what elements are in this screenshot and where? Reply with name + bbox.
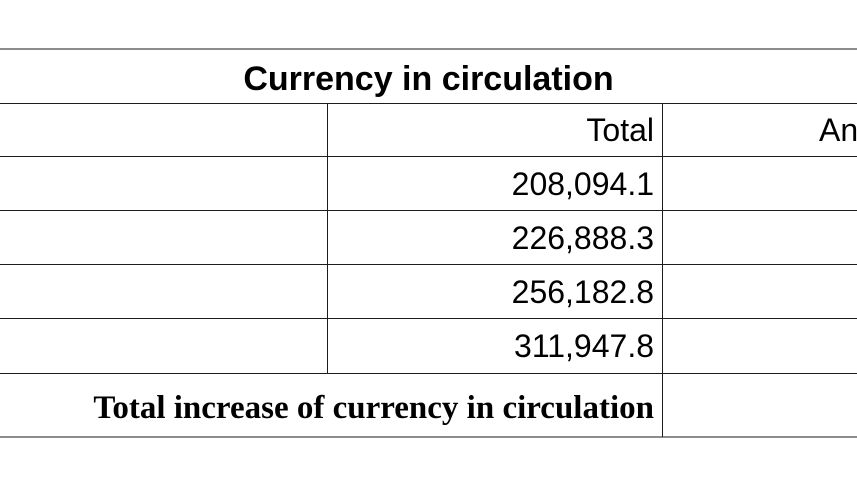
cell-empty [0,157,327,211]
column-divider-left [327,104,328,374]
row-divider [0,318,857,319]
table-top-border [0,48,857,50]
column-divider-right [662,104,663,437]
header-cell-empty [0,104,327,157]
cell-total-value: 208,094.1 [511,165,654,202]
cell-empty [662,319,857,373]
table-bottom-border [0,436,857,438]
cell-total-value: 226,888.3 [511,219,654,256]
footer-total-increase-label: Total increase of currency in circulatio… [93,389,654,426]
cell-empty [662,157,857,211]
column-header-right-truncated: An [819,112,857,148]
row-divider [0,264,857,265]
cell-empty [0,265,327,319]
cell-empty [662,374,857,437]
row-divider [0,103,857,104]
cell-empty [662,265,857,319]
row-divider [0,156,857,157]
column-header-total: Total [586,112,654,148]
cell-total-value: 311,947.8 [514,328,654,364]
row-divider [0,210,857,211]
table-title: Currency in circulation [243,59,614,98]
cell-empty [0,319,327,373]
row-divider [0,373,857,374]
cell-total-value: 256,182.8 [511,273,654,310]
cell-empty [662,211,857,265]
cell-empty [0,211,327,265]
